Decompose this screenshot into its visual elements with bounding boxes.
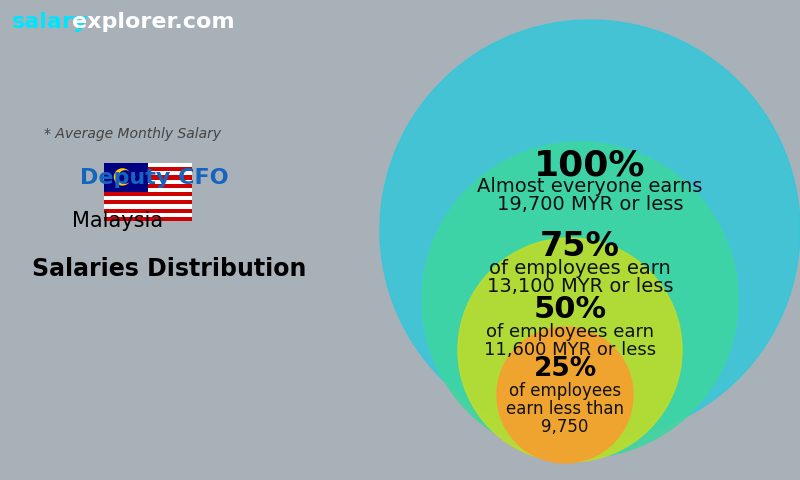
Bar	[104, 163, 148, 192]
Bar	[104, 213, 192, 217]
Bar	[104, 217, 192, 221]
Text: of employees earn: of employees earn	[489, 260, 671, 278]
Text: 75%: 75%	[540, 230, 620, 264]
Bar	[104, 171, 192, 175]
Circle shape	[131, 175, 135, 179]
Text: 9,750: 9,750	[542, 418, 589, 436]
Text: of employees earn: of employees earn	[486, 323, 654, 341]
Bar	[104, 180, 192, 184]
Circle shape	[118, 170, 132, 184]
Circle shape	[380, 20, 800, 440]
Bar	[104, 175, 192, 180]
Text: 13,100 MYR or less: 13,100 MYR or less	[486, 277, 674, 297]
Bar	[104, 188, 192, 192]
Text: Malaysia: Malaysia	[72, 211, 163, 231]
Bar	[104, 204, 192, 209]
Text: of employees: of employees	[509, 382, 621, 400]
Circle shape	[422, 142, 738, 458]
Text: Almost everyone earns: Almost everyone earns	[478, 178, 702, 196]
Bar	[104, 163, 192, 167]
Text: 19,700 MYR or less: 19,700 MYR or less	[497, 195, 683, 215]
Text: * Average Monthly Salary: * Average Monthly Salary	[44, 127, 221, 142]
Text: 100%: 100%	[534, 148, 646, 182]
Circle shape	[114, 168, 131, 186]
Text: 25%: 25%	[534, 356, 597, 382]
Bar	[104, 196, 192, 200]
Text: Salaries Distribution: Salaries Distribution	[32, 257, 306, 281]
Circle shape	[458, 238, 682, 462]
Text: earn less than: earn less than	[506, 400, 624, 418]
Bar	[104, 200, 192, 204]
Bar	[104, 184, 192, 188]
Text: explorer.com: explorer.com	[71, 12, 234, 32]
Bar	[104, 209, 192, 213]
Text: salary: salary	[12, 12, 88, 32]
Bar	[104, 192, 192, 196]
Text: 50%: 50%	[534, 296, 606, 324]
Text: Deputy CFO: Deputy CFO	[80, 168, 229, 188]
Text: 11,600 MYR or less: 11,600 MYR or less	[484, 341, 656, 359]
Circle shape	[497, 327, 633, 463]
Bar	[104, 167, 192, 171]
